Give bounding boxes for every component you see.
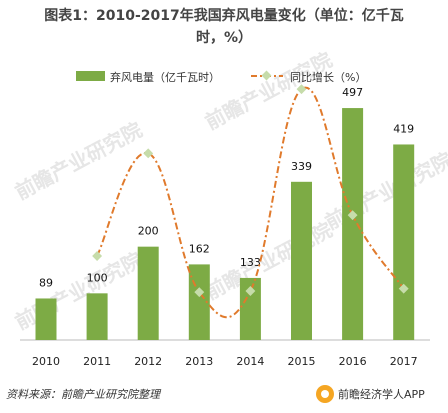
x-tick-label: 2010 (32, 355, 60, 368)
bar-value-label: 497 (342, 86, 363, 99)
brand-label: 前瞻经济学人APP (338, 387, 425, 401)
bar-value-label: 89 (39, 276, 53, 289)
legend-line-label: 同比增长（%） (290, 70, 366, 84)
bar (35, 298, 57, 340)
x-tick-labels: 2010 2011 2012 2013 2014 2015 2016 2017 (32, 355, 418, 368)
x-tick-label: 2015 (288, 355, 316, 368)
bar-value-labels: 89 100 200 162 133 339 497 419 (39, 86, 414, 289)
growth-point (347, 210, 358, 221)
bar (239, 277, 261, 340)
growth-point (143, 148, 154, 159)
legend-bar-label: 弃风电量（亿千瓦时） (110, 70, 220, 84)
bar-value-label: 100 (87, 271, 108, 284)
growth-line (96, 86, 405, 319)
bar (137, 246, 159, 340)
growth-point (398, 283, 409, 294)
x-tick-label: 2014 (236, 355, 264, 368)
bar (393, 144, 415, 340)
growth-point (194, 287, 205, 298)
x-tick-label: 2013 (185, 355, 213, 368)
bar (342, 108, 364, 340)
bar (291, 181, 312, 340)
brand-mark: 前瞻经济学人APP (316, 385, 425, 403)
bar-value-label: 419 (393, 122, 414, 135)
legend-bar-swatch (76, 71, 105, 81)
bar-value-label: 200 (138, 225, 159, 238)
bar-series (35, 108, 415, 340)
bar (86, 293, 108, 340)
watermark-text: 前瞻产业研究院 (11, 117, 146, 204)
watermark-text: 前瞻产业研究院 (321, 147, 448, 234)
chart-title-line2: 时，%） (196, 29, 252, 46)
growth-point (92, 251, 103, 261)
watermark-text: 前瞻产业研究院 (201, 47, 336, 134)
x-tick-label: 2016 (339, 355, 367, 368)
bar-value-label: 162 (189, 242, 210, 255)
x-tick-label: 2017 (390, 355, 418, 368)
legend: 弃风电量（亿千瓦时） 同比增长（%） (76, 70, 366, 84)
source-note: 资料来源：前瞻产业研究院整理 (6, 388, 162, 401)
growth-point (245, 286, 256, 296)
watermark-text: 前瞻产业研究院 (201, 217, 336, 304)
bar-value-label: 339 (291, 160, 312, 173)
bar-value-label: 133 (240, 256, 261, 269)
watermark-text: 前瞻产业研究院 (11, 247, 146, 334)
x-tick-label: 2012 (134, 355, 162, 368)
x-tick-label: 2011 (83, 355, 111, 368)
brand-logo-center (321, 390, 329, 398)
chart-title-line1: 图表1：2010-2017年我国弃风电量变化（单位：亿千瓦 (44, 7, 403, 24)
